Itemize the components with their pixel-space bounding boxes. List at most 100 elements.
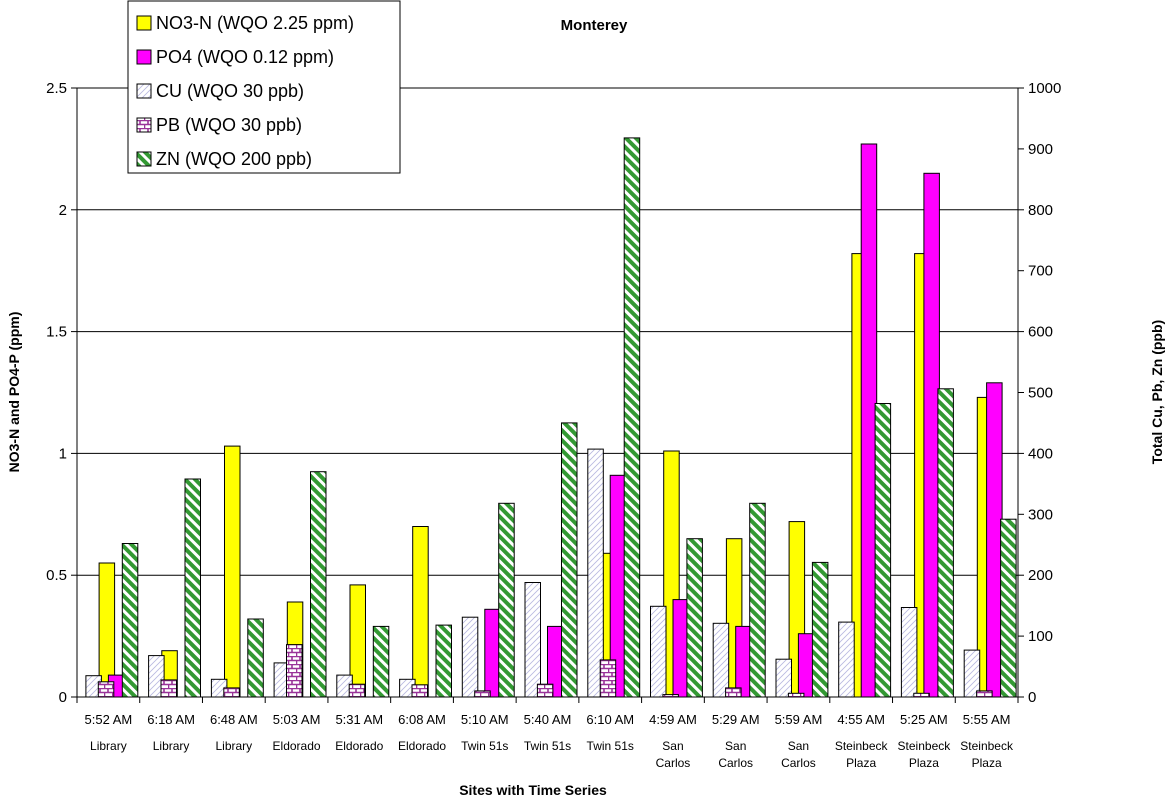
bar-zn — [686, 538, 703, 698]
bar-pb — [913, 692, 930, 698]
legend-label: PO4 (WQO 0.12 ppm) — [156, 47, 334, 67]
y-tick-label-left: 2.5 — [46, 80, 67, 97]
y-tick-label-left: 0 — [59, 689, 67, 706]
x-tick-label-time: 6:18 AM — [147, 712, 195, 727]
y-axis-title-left: NO3-N and PO4-P (ppm) — [6, 312, 22, 473]
y-tick-label-right: 800 — [1028, 202, 1053, 219]
x-tick-label-site: San — [725, 739, 746, 753]
legend-swatch — [136, 151, 152, 167]
bar-zn — [498, 502, 515, 698]
y-tick-label-left: 0.5 — [46, 567, 67, 584]
legend-swatch — [136, 15, 152, 31]
legend-label: CU (WQO 30 ppb) — [156, 81, 304, 101]
x-tick-label-site: Steinbeck — [960, 739, 1014, 753]
bar-zn — [749, 502, 766, 698]
y-tick-label-right: 100 — [1028, 628, 1053, 645]
x-tick-label-site: Plaza — [972, 756, 1002, 770]
x-tick-label-time: 4:59 AM — [649, 712, 697, 727]
x-tick-label-time: 5:31 AM — [335, 712, 383, 727]
bar-po4 — [672, 599, 689, 698]
bar-po4 — [923, 172, 940, 698]
x-tick-label-site: Carlos — [656, 756, 691, 770]
legend: NO3-N (WQO 2.25 ppm) PO4 (WQO 0.12 ppm) CU… — [127, 0, 401, 174]
legend-swatch — [136, 117, 152, 133]
bar-zn — [310, 471, 327, 698]
x-tick-label-site: Library — [90, 739, 127, 753]
y-axis-title-right: Total Cu, Pb, Zn (ppb) — [1149, 320, 1165, 464]
bar-zn — [121, 543, 139, 698]
legend-box — [127, 0, 401, 174]
x-tick-label-site: San — [788, 739, 809, 753]
axes: 0 0.5 1 1.5 2 2.5 0 100 200 300 400 500 600 700 800 900… — [46, 80, 1061, 770]
x-tick-label-time: 5:52 AM — [85, 712, 133, 727]
x-tick-label-site: Twin 51s — [461, 739, 508, 753]
y-tick-label-right: 900 — [1028, 141, 1053, 158]
bar-po4 — [735, 625, 752, 698]
x-tick-label-site: Steinbeck — [835, 739, 889, 753]
bar-cu — [838, 621, 855, 698]
bar-zn — [435, 624, 452, 698]
legend-swatch — [136, 83, 152, 99]
legend-label: ZN (WQO 200 ppb) — [156, 149, 312, 169]
bar-po4 — [860, 143, 878, 698]
x-tick-label-site: Library — [215, 739, 252, 753]
bar-pb — [787, 692, 805, 698]
bar-zn — [1000, 518, 1017, 698]
bar-pb — [97, 681, 115, 698]
x-tick-label-site: Library — [153, 739, 190, 753]
x-tick-label-time: 5:03 AM — [273, 712, 321, 727]
y-tick-label-left: 2 — [59, 202, 67, 219]
x-tick-label-time: 6:48 AM — [210, 712, 258, 727]
bar-cu — [461, 616, 479, 698]
bar-cu — [900, 607, 918, 698]
bar-pb — [160, 679, 177, 698]
bar-pb — [976, 690, 993, 698]
legend-swatch — [136, 49, 152, 65]
bar-po4 — [986, 382, 1003, 698]
bar-zn — [372, 625, 390, 698]
bar-pb — [599, 659, 617, 698]
bar-po4 — [484, 608, 501, 698]
bar-cu — [963, 649, 981, 698]
x-tick-label-time: 5:40 AM — [524, 712, 572, 727]
x-tick-label-site: Eldorado — [273, 739, 321, 753]
x-tick-label-site: Eldorado — [335, 739, 383, 753]
x-tick-label-time: 5:25 AM — [900, 712, 948, 727]
bar-no3-n — [412, 526, 429, 698]
x-tick-label-time: 6:10 AM — [586, 712, 634, 727]
legend-label: PB (WQO 30 ppb) — [156, 115, 302, 135]
x-tick-label-site: Twin 51s — [587, 739, 634, 753]
x-tick-label-time: 5:29 AM — [712, 712, 760, 727]
x-tick-label-site: Eldorado — [398, 739, 446, 753]
bars — [85, 137, 1017, 698]
bar-cu — [524, 582, 541, 698]
x-tick-label-time: 6:08 AM — [398, 712, 446, 727]
bar-zn — [184, 478, 201, 698]
bar-zn — [874, 403, 892, 698]
x-tick-label-site: Plaza — [909, 756, 939, 770]
bar-zn — [811, 561, 829, 698]
y-tick-label-right: 400 — [1028, 445, 1053, 462]
bar-pb — [536, 683, 554, 698]
x-tick-label-time: 5:10 AM — [461, 712, 509, 727]
bar-po4 — [797, 633, 815, 698]
bar-zn — [937, 388, 954, 698]
x-tick-label-time: 4:55 AM — [837, 712, 885, 727]
y-tick-label-right: 200 — [1028, 567, 1053, 584]
bar-pb — [725, 687, 742, 698]
y-tick-label-right: 300 — [1028, 506, 1053, 523]
x-tick-label-site: Carlos — [781, 756, 816, 770]
y-tick-label-right: 500 — [1028, 385, 1053, 402]
y-tick-label-right: 600 — [1028, 324, 1053, 341]
x-tick-label-site: San — [662, 739, 683, 753]
bar-pb — [223, 687, 240, 698]
legend-label: NO3-N (WQO 2.25 ppm) — [156, 13, 354, 33]
x-tick-label-time: 5:55 AM — [963, 712, 1011, 727]
x-tick-label-site: Carlos — [718, 756, 753, 770]
y-tick-label-left: 1.5 — [46, 324, 67, 341]
x-axis-title: Sites with Time Series — [459, 782, 607, 798]
bar-cu — [650, 605, 667, 698]
x-tick-label-time: 5:59 AM — [775, 712, 823, 727]
x-tick-label-site: Plaza — [846, 756, 876, 770]
